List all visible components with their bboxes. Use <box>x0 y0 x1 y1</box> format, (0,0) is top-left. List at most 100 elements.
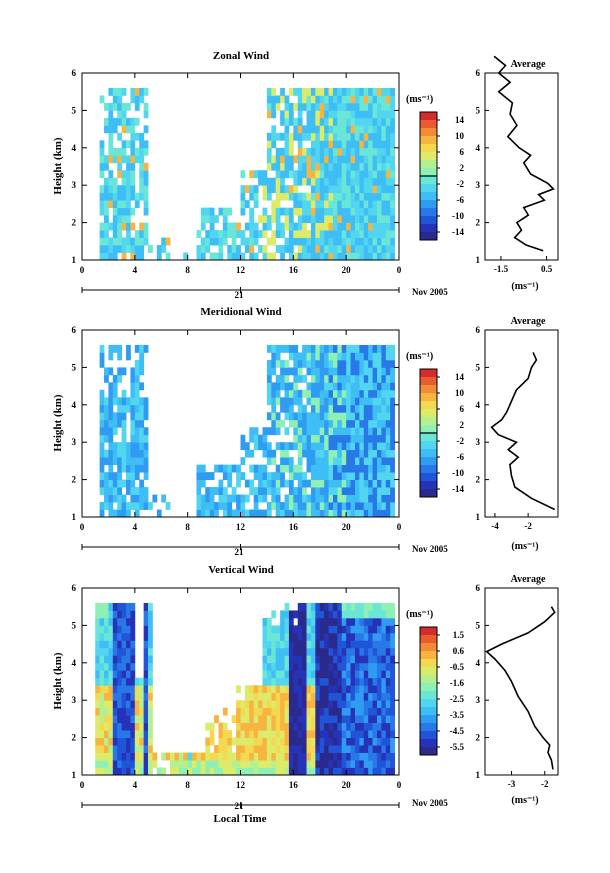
heatmap-cell <box>337 207 343 216</box>
heatmap-cell <box>288 245 294 253</box>
heatmap-cell <box>297 494 303 503</box>
heatmap-cell <box>324 419 329 428</box>
heatmap-cell <box>99 162 105 171</box>
heatmap-cell <box>99 230 105 238</box>
heatmap-cell <box>381 367 387 376</box>
heatmap-cell <box>337 464 343 473</box>
heatmap-cell <box>231 487 237 495</box>
heatmap-cell <box>130 117 136 126</box>
heatmap-cell <box>319 117 325 126</box>
heatmap-cell <box>297 677 303 686</box>
heatmap-cell <box>390 509 395 518</box>
colorbar-swatch <box>420 731 437 740</box>
heatmap-cell <box>372 359 378 368</box>
heatmap-cell <box>297 132 303 141</box>
heatmap-cell <box>249 215 255 223</box>
heatmap-cell <box>227 494 233 503</box>
heatmap-cell <box>117 647 123 656</box>
heatmap-cell <box>359 655 365 664</box>
heatmap-cell <box>143 655 149 664</box>
heatmap-cell <box>121 110 127 119</box>
heatmap-cell <box>310 389 316 398</box>
x-tick-label: 16 <box>289 780 299 790</box>
heatmap-cell <box>372 707 378 716</box>
colorbar-swatch <box>420 481 437 490</box>
heatmap-cell <box>359 617 365 626</box>
heatmap-cell <box>390 412 395 421</box>
heatmap-cell <box>266 700 272 709</box>
heatmap-cell <box>302 632 307 641</box>
heatmap-cell <box>376 245 382 253</box>
heatmap-cell <box>143 207 149 216</box>
heatmap-cell <box>341 404 347 413</box>
heatmap-cell <box>337 685 343 694</box>
heatmap-cell <box>368 655 373 664</box>
heatmap-cell <box>205 472 211 480</box>
heatmap-cell <box>354 207 360 216</box>
heatmap-cell <box>288 670 294 679</box>
heatmap-cell <box>319 367 325 376</box>
heatmap-cell <box>236 502 241 510</box>
heatmap-cell <box>297 95 303 104</box>
heatmap-cell <box>315 344 321 353</box>
heatmap-cell <box>275 95 281 104</box>
heatmap-cell <box>346 692 351 701</box>
heatmap-cell <box>302 177 307 186</box>
heatmap-cell <box>363 479 369 488</box>
heatmap-cell <box>104 737 109 746</box>
heatmap-cell <box>385 147 391 156</box>
heatmap-cell <box>363 95 369 104</box>
colorbar-swatch <box>420 385 437 394</box>
heatmap-cell <box>346 237 351 246</box>
heatmap-cell <box>284 382 290 391</box>
heatmap-cell <box>368 427 373 436</box>
heatmap-cell <box>108 110 114 119</box>
heatmap-cell <box>350 685 356 694</box>
heatmap-cell <box>126 245 131 253</box>
heatmap-cell <box>376 125 382 134</box>
heatmap-cell <box>134 449 140 458</box>
heatmap-cell <box>288 494 294 503</box>
heatmap-cell <box>108 502 114 510</box>
heatmap-cell <box>117 147 123 156</box>
heatmap-cell <box>324 685 329 694</box>
heatmap-cell <box>354 632 360 641</box>
heatmap-cell <box>139 252 145 261</box>
heatmap-cell <box>121 745 127 753</box>
heatmap-cell <box>249 222 255 231</box>
heatmap-cell <box>385 87 391 96</box>
heatmap-cell <box>381 170 387 179</box>
heatmap-cell <box>337 655 343 664</box>
heatmap-cell <box>275 207 281 216</box>
heatmap-cell <box>143 662 149 671</box>
heatmap-cell <box>280 374 285 383</box>
heatmap-cell <box>112 237 118 246</box>
heatmap-cell <box>332 464 338 473</box>
heatmap-cell <box>130 397 136 406</box>
heatmap-cell <box>130 374 136 383</box>
heatmap-cell <box>143 640 149 649</box>
heatmap-cell <box>359 479 365 488</box>
y-tick-label: 3 <box>72 437 77 447</box>
heatmap-cell <box>332 427 338 436</box>
heatmap-cell <box>354 472 360 480</box>
heatmap-cell <box>288 132 294 141</box>
heatmap-cell <box>341 382 347 391</box>
heatmap-cell <box>310 95 316 104</box>
heatmap-cell <box>363 140 369 149</box>
colorbar-tick-label: 1.5 <box>453 630 465 640</box>
heatmap-cell <box>297 692 303 701</box>
heatmap-cell <box>108 464 114 473</box>
heatmap-cell <box>271 502 277 510</box>
heatmap-cell <box>112 509 118 518</box>
heatmap-cell <box>231 494 237 503</box>
heatmap-cell <box>139 479 145 488</box>
heatmap-cell <box>266 87 272 96</box>
heatmap-cell <box>222 760 228 768</box>
heatmap-cell <box>196 479 202 488</box>
heatmap-cell <box>359 132 365 141</box>
heatmap-cell <box>288 140 294 149</box>
heatmap-cell <box>121 87 127 96</box>
heatmap-cell <box>126 707 131 716</box>
heatmap-cell <box>209 487 215 495</box>
